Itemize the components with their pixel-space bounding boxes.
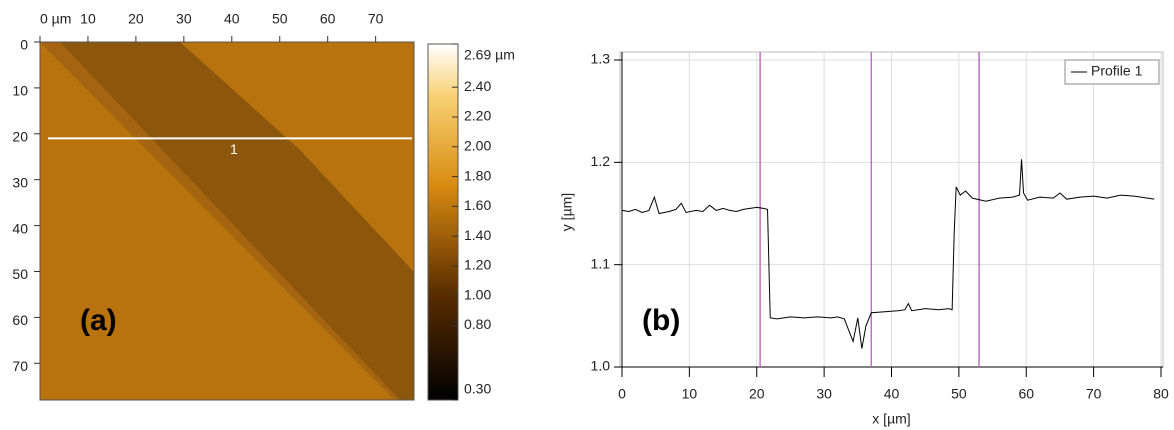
y-tick-label: 1.1 <box>591 255 611 271</box>
y-tick-label: 1.3 <box>591 51 611 67</box>
y-tick-label: 40 <box>12 220 28 236</box>
colorbar-label: 0.30 <box>464 381 491 397</box>
x-tick-label: 40 <box>884 386 900 402</box>
x-tick-label: 0 <box>618 386 626 402</box>
colorbar-label: 2.69 µm <box>464 47 515 63</box>
x-tick-label: 60 <box>320 11 336 27</box>
y-tick-label: 60 <box>12 312 28 328</box>
colorbar-label: 1.40 <box>464 227 491 243</box>
x-tick-label: 20 <box>128 11 144 27</box>
x-tick-label: 10 <box>80 11 96 27</box>
x-tick-label: 40 <box>224 11 240 27</box>
x-tick-label: 70 <box>1086 386 1102 402</box>
legend-label: Profile 1 <box>1091 63 1143 79</box>
x-tick-label: 50 <box>272 11 288 27</box>
colorbar-label: 2.20 <box>464 108 491 124</box>
x-tick-label: 30 <box>176 11 192 27</box>
x-tick-label: 60 <box>1018 386 1034 402</box>
colorbar <box>427 43 459 401</box>
x-tick-label: 50 <box>951 386 967 402</box>
edge <box>40 42 400 400</box>
x-tick-label: 80 <box>1153 386 1169 402</box>
image-frame <box>39 41 415 401</box>
colorbar-label: 0.80 <box>464 316 491 332</box>
x-axis-title: x [µm] <box>872 411 910 427</box>
colorbar-label: 2.00 <box>464 137 491 153</box>
colorbar-label: 1.20 <box>464 257 491 273</box>
y-tick-label: 70 <box>12 358 28 374</box>
colorbar-label: 2.40 <box>464 78 491 94</box>
x-tick-label: 70 <box>368 11 384 27</box>
profile-label: 1 <box>230 141 238 157</box>
panel-label: (b) <box>642 304 680 337</box>
y-tick-label: 1.2 <box>591 153 611 169</box>
x-tick-label: 20 <box>749 386 765 402</box>
x-tick-label: 30 <box>816 386 832 402</box>
x-tick-label: 0 µm <box>40 11 71 27</box>
afm-image <box>39 41 415 401</box>
y-tick-label: 30 <box>12 174 28 190</box>
y-tick-label: 50 <box>12 266 28 282</box>
x-tick-label: 10 <box>682 386 698 402</box>
y-tick-label: 10 <box>12 83 28 99</box>
y-axis-title: y [µm] <box>559 193 575 231</box>
y-tick-label: 1.0 <box>591 358 611 374</box>
profile-line <box>621 159 1155 349</box>
colorbar-label: 1.60 <box>464 197 491 213</box>
colorbar-label: 1.00 <box>464 286 491 302</box>
colorbar-label: 1.80 <box>464 167 491 183</box>
panel-label: (a) <box>80 304 117 337</box>
y-tick-label: 20 <box>12 128 28 144</box>
y-tick-label: 0 <box>20 37 28 53</box>
